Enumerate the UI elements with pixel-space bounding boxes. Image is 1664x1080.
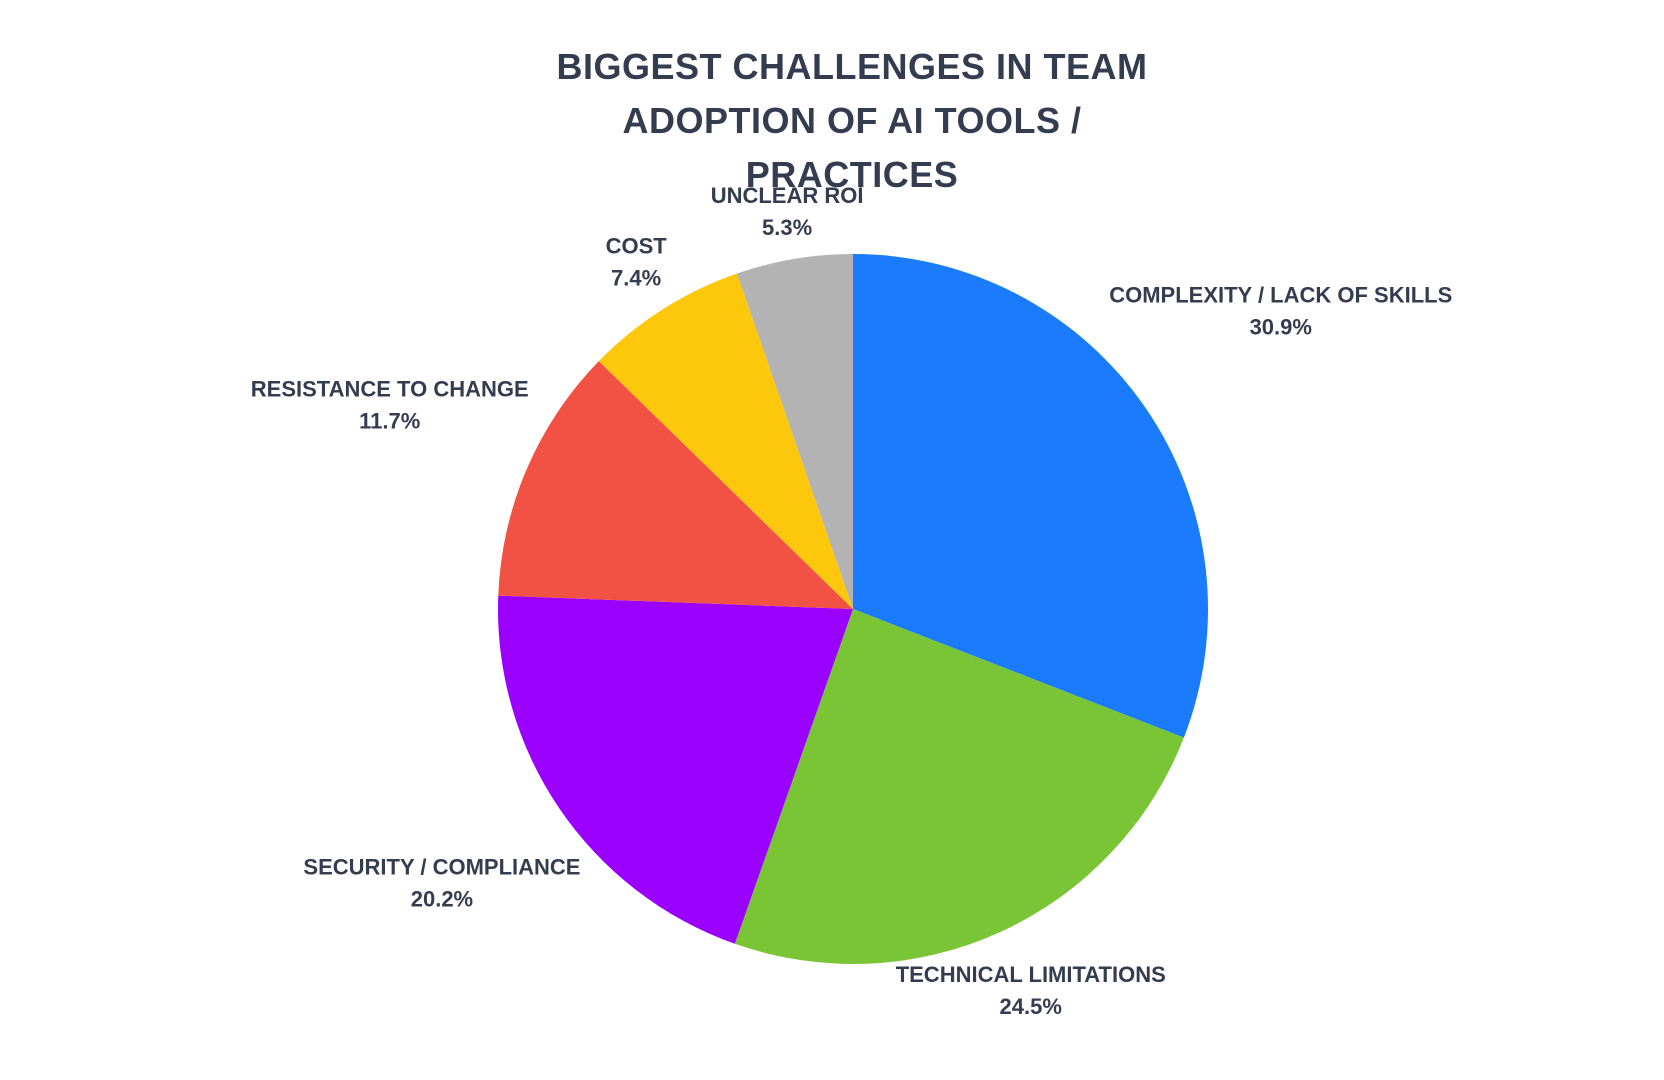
pie-slice: [734, 609, 1184, 964]
value-label: 11.7%: [359, 408, 420, 433]
pie-slice: [498, 361, 853, 609]
value-label: 20.2%: [411, 886, 473, 911]
pie-slice: [853, 254, 1208, 738]
chart-title: BIGGEST CHALLENGES IN TEAM ADOPTION OF A…: [556, 46, 1148, 195]
value-label: 24.5%: [1000, 994, 1062, 1019]
slice-label: TECHNICAL LIMITATIONS: [896, 962, 1166, 987]
pie-slice: [598, 273, 853, 609]
value-label: 30.9%: [1250, 314, 1312, 339]
slice-label: UNCLEAR ROI: [711, 183, 864, 208]
slice-label: COST: [606, 233, 668, 258]
value-label: 5.3%: [762, 215, 812, 240]
pie-slice: [736, 254, 853, 609]
slice-label: SECURITY / COMPLIANCE: [303, 854, 580, 879]
slice-label: COMPLEXITY / LACK OF SKILLS: [1109, 282, 1452, 307]
slice-label: RESISTANCE TO CHANGE: [251, 376, 529, 401]
pie-slice: [498, 595, 853, 944]
value-label: 7.4%: [611, 265, 661, 290]
